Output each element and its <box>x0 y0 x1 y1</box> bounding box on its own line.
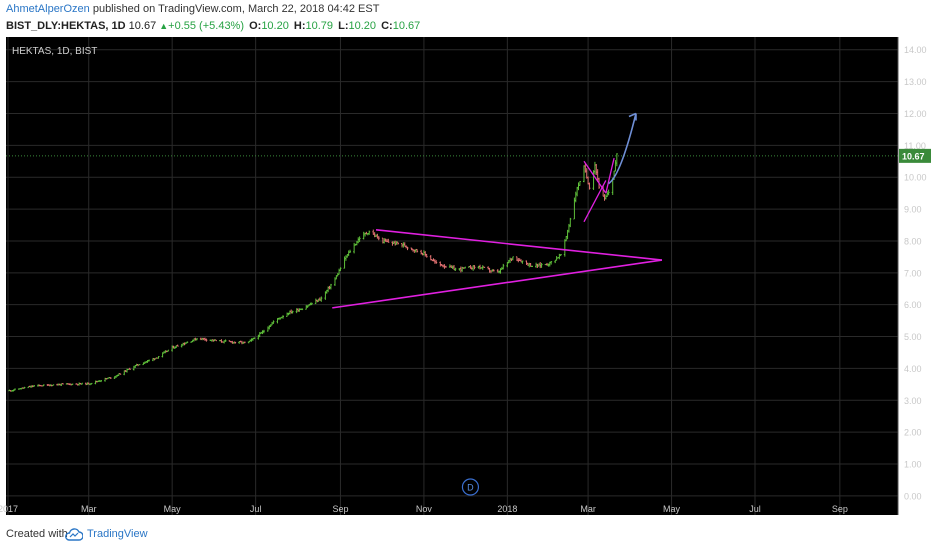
price-chart[interactable]: 14.00 13.00 12.00 11.00 10.00 9.00 8.00 7.00 6.0… <box>0 37 932 519</box>
interval-badge <box>461 478 480 496</box>
y-tick-label: 10.00 <box>904 173 927 183</box>
y-tick-label: 9.00 <box>904 205 922 215</box>
last-price: 10.67 <box>128 20 157 32</box>
wedge-lower-line <box>583 180 607 223</box>
x-tick-label: Nov <box>416 504 433 514</box>
x-tick-label: Mar <box>81 504 97 514</box>
tradingview-link[interactable]: TradingView <box>87 528 148 540</box>
x-tick-label: May <box>164 504 182 514</box>
y-tick-label: 8.00 <box>904 236 922 246</box>
open-label: O: <box>249 20 262 32</box>
x-tick-label: Jul <box>749 504 761 514</box>
y-tick-label: 11.00 <box>904 141 926 151</box>
chart-title: HEKTAS, 1D, BIST <box>12 46 97 57</box>
y-tick-label: 0.00 <box>904 491 922 501</box>
close-label: C: <box>381 20 393 32</box>
y-tick-label: 2.00 <box>904 428 922 438</box>
price-change: +0.55 (+5.43%) <box>168 20 245 32</box>
author-link[interactable]: AhmetAlperOzen <box>6 3 90 15</box>
y-tick-label: 5.00 <box>904 332 922 342</box>
up-triangle-icon: ▲ <box>159 21 169 31</box>
low-label: L: <box>338 20 349 32</box>
high-label: H: <box>293 20 306 32</box>
triangle-lower-line <box>332 259 663 309</box>
chart-header: AhmetAlperOzen published on TradingView.… <box>0 0 932 36</box>
x-tick-label: Sep <box>832 504 848 514</box>
footer: Created with TradingView <box>0 519 932 550</box>
publish-info: published on TradingView.com, March 22, … <box>92 3 380 15</box>
symbol-label: BIST_DLY:HEKTAS, 1D <box>6 20 126 32</box>
x-tick-label: Jul <box>250 504 262 514</box>
y-tick-label: 4.00 <box>904 364 922 374</box>
y-tick-label: 14.00 <box>904 45 927 55</box>
created-with-label: Created with <box>6 528 68 540</box>
y-tick-label: 7.00 <box>904 268 922 278</box>
triangle-upper-line <box>375 228 663 261</box>
x-tick-label: 2018 <box>497 504 517 514</box>
x-tick-label: Mar <box>580 504 596 514</box>
x-tick-label: May <box>663 504 681 514</box>
tradingview-cloud-icon <box>65 528 83 541</box>
y-tick-label: 1.00 <box>904 460 922 470</box>
last-price-label: 10.67 <box>902 151 925 161</box>
publish-line: AhmetAlperOzen published on TradingView.… <box>6 3 379 15</box>
high-value: 10.79 <box>305 20 334 32</box>
close-value: 10.67 <box>392 20 421 32</box>
projection-arrowhead <box>628 112 637 121</box>
x-tick-label: Sep <box>332 504 348 514</box>
projection-arrow <box>608 113 637 185</box>
low-value: 10.20 <box>348 20 377 32</box>
price-bars <box>8 153 618 392</box>
y-tick-label: 6.00 <box>904 300 922 310</box>
open-value: 10.20 <box>261 20 289 32</box>
x-tick-label: 2017 <box>0 504 18 514</box>
y-tick-label: 3.00 <box>904 396 922 406</box>
wedge-apex-line <box>605 157 615 194</box>
interval-badge-label: D <box>467 483 474 493</box>
ohlc-line: BIST_DLY:HEKTAS, 1D 10.67 ▲+0.55 (+5.43%… <box>6 20 420 32</box>
last-price-tag <box>899 148 931 163</box>
y-tick-label: 13.00 <box>904 77 927 87</box>
y-tick-label: 12.00 <box>904 109 927 119</box>
plot-background <box>6 37 898 515</box>
